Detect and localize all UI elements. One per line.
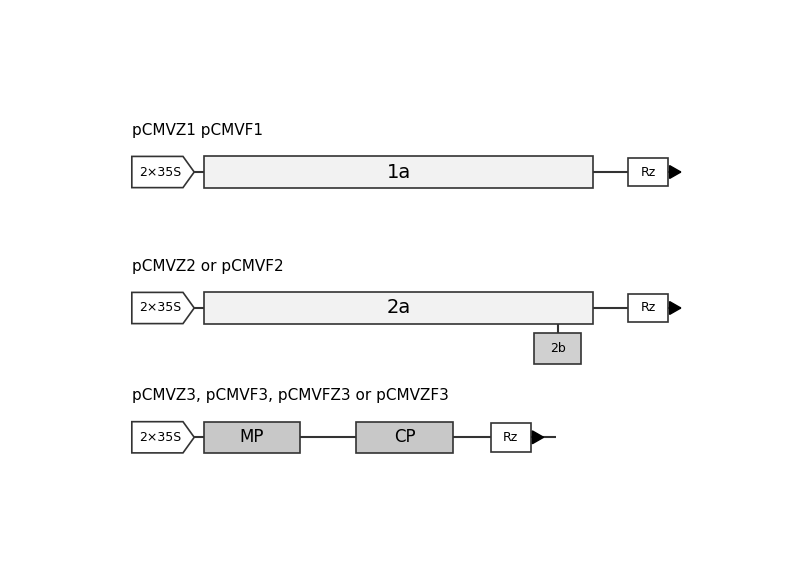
Bar	[535, 332, 581, 364]
Polygon shape	[532, 431, 543, 444]
Text: Rz: Rz	[641, 302, 656, 314]
Bar	[628, 157, 668, 186]
Text: 2×35S: 2×35S	[139, 166, 181, 178]
Polygon shape	[132, 156, 194, 188]
Bar	[204, 156, 593, 188]
Text: Rz: Rz	[641, 166, 656, 178]
Text: Rz: Rz	[503, 431, 518, 444]
Text: pCMVZ3, pCMVF3, pCMVFZ3 or pCMVZF3: pCMVZ3, pCMVF3, pCMVFZ3 or pCMVZF3	[132, 389, 448, 403]
Text: 2b: 2b	[550, 342, 565, 354]
Text: 1a: 1a	[386, 163, 411, 182]
Text: 2a: 2a	[386, 299, 411, 317]
Polygon shape	[670, 166, 681, 178]
Text: CP: CP	[394, 428, 415, 446]
Text: 2×35S: 2×35S	[139, 431, 181, 444]
Text: MP: MP	[240, 428, 264, 446]
Bar	[490, 423, 531, 452]
Text: pCMVZ1 pCMVF1: pCMVZ1 pCMVF1	[132, 123, 262, 138]
Text: pCMVZ2 or pCMVF2: pCMVZ2 or pCMVF2	[132, 259, 283, 274]
Polygon shape	[670, 302, 681, 314]
Bar	[357, 422, 453, 453]
Bar	[204, 292, 593, 324]
Text: 2×35S: 2×35S	[139, 302, 181, 314]
Bar	[628, 294, 668, 323]
Bar	[204, 422, 300, 453]
Polygon shape	[132, 292, 194, 324]
Polygon shape	[132, 422, 194, 453]
